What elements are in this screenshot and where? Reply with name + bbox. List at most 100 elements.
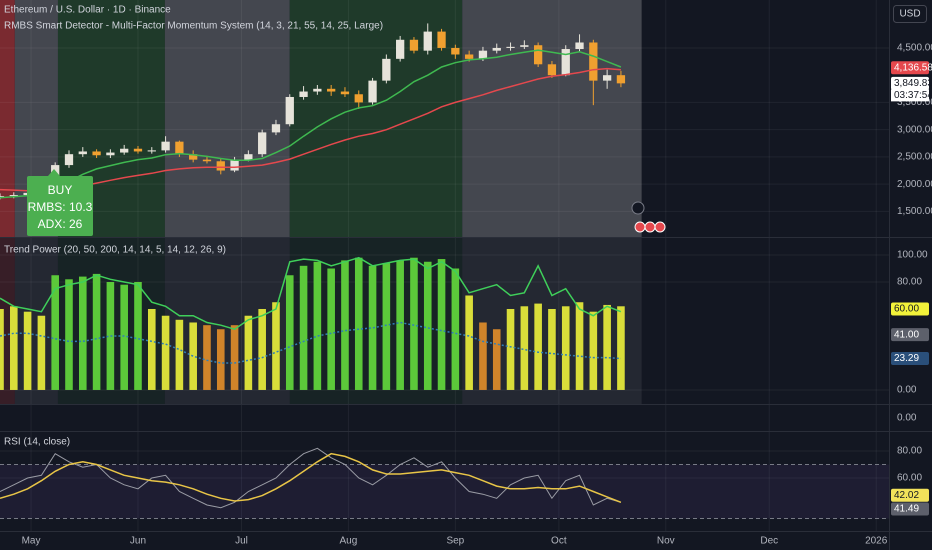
y-tick-label: 1,500.00 [897,206,932,217]
event-icon[interactable] [644,221,656,233]
price-tag [891,76,929,90]
trend-bar [216,329,225,390]
trend-bar [548,308,556,390]
price-tag-label: 41.49 [894,504,919,515]
trend-bar [341,260,349,390]
candle-body [327,88,336,92]
y-tick-label: 0.00 [897,385,917,396]
series-line [0,321,621,364]
candle-body [64,154,74,166]
trend-bar [285,275,294,390]
candle-body [202,159,212,162]
trend-bar [465,295,473,390]
price-tag [891,352,929,366]
trend-bar [120,284,128,390]
price-tag [891,488,929,502]
trend-bar [10,306,18,390]
signal-box [27,176,93,236]
zone [0,0,15,237]
candle-body [106,152,115,156]
y-tick-label: 80.00 [897,277,922,288]
series-line [0,447,622,509]
trend-bar [354,257,363,390]
series-line [0,67,621,192]
candle-body [368,80,377,103]
trend-bar [23,311,32,390]
x-tick-label: Nov [657,536,675,547]
candle-body [120,148,129,153]
trend-bar [299,265,308,390]
trend-bar [382,263,391,390]
pane-title: Trend Power (20, 50, 200, 14, 14, 5, 14,… [4,245,226,256]
price-tag-label: 4,136.58 [894,62,932,73]
currency-label[interactable]: USD [899,9,920,20]
chart-icons [631,201,666,233]
trend-bar [258,308,266,390]
x-tick-label: Aug [340,536,358,547]
x-tick-label: Sep [446,536,464,547]
candle-body [189,154,198,160]
candle-body [547,64,557,76]
series-line [0,49,622,199]
event-icon[interactable] [634,221,646,233]
price-tag-label: 60.00 [894,304,919,315]
event-icon[interactable] [654,221,666,233]
signal-label: BUY RMBS: 10.3 ADX: 26 [27,169,93,236]
trend-bar [589,311,598,390]
flash-icon[interactable] [631,201,645,215]
candle-body [244,154,253,160]
trend-bar [506,308,515,390]
trend-bar [244,315,253,390]
y-tick-label: 4,500.00 [897,43,932,54]
candle-body [534,45,543,65]
trend-bar [617,306,625,390]
trend-bar [106,281,115,390]
x-tick-label: Oct [551,536,567,547]
y-tick-label: 80.00 [897,446,922,457]
zone [164,238,290,404]
trend-bar [313,261,322,390]
countdown-box [891,89,929,102]
x-tick-label: Jun [130,536,146,547]
trend-bar [65,279,73,390]
trend-bar [492,329,501,390]
candle-body [258,132,267,155]
trend-bar [147,308,156,390]
series-line [0,256,622,331]
candle-body [313,88,322,92]
candle-body [78,151,87,155]
candle-body [216,161,225,171]
trend-bar [575,302,584,390]
trend-bar [534,303,542,390]
trend-bar [175,319,184,390]
y-tick-label: 60.00 [897,473,922,484]
candle-body [271,124,281,133]
trend-bar [451,268,460,390]
trend-bar [272,302,280,390]
zone [462,0,642,237]
candle-body [451,47,460,55]
candle-body [437,31,446,48]
price-tag-label: 41.00 [894,329,919,340]
candle-body [575,42,584,50]
candle-body [478,50,488,59]
indicator-title: RMBS Smart Detector - Multi-Factor Momen… [4,21,383,32]
x-tick-label: Jul [235,536,248,547]
candle-body [299,91,308,97]
pane-title: RSI (14, close) [4,437,70,448]
y-tick-label: 2,000.00 [897,179,932,190]
trend-bar [479,322,487,390]
x-tick-label: 2026 [865,536,888,547]
candle-body [133,148,143,152]
currency-button[interactable] [893,5,927,23]
candle-body [616,75,626,84]
trend-bar [396,260,404,390]
trend-bar [51,275,59,390]
y-tick-label: 3,500.00 [897,97,932,108]
x-tick-label: May [22,536,41,547]
price-tag [891,328,929,342]
trend-bar [368,265,377,390]
trend-bar [92,273,101,390]
